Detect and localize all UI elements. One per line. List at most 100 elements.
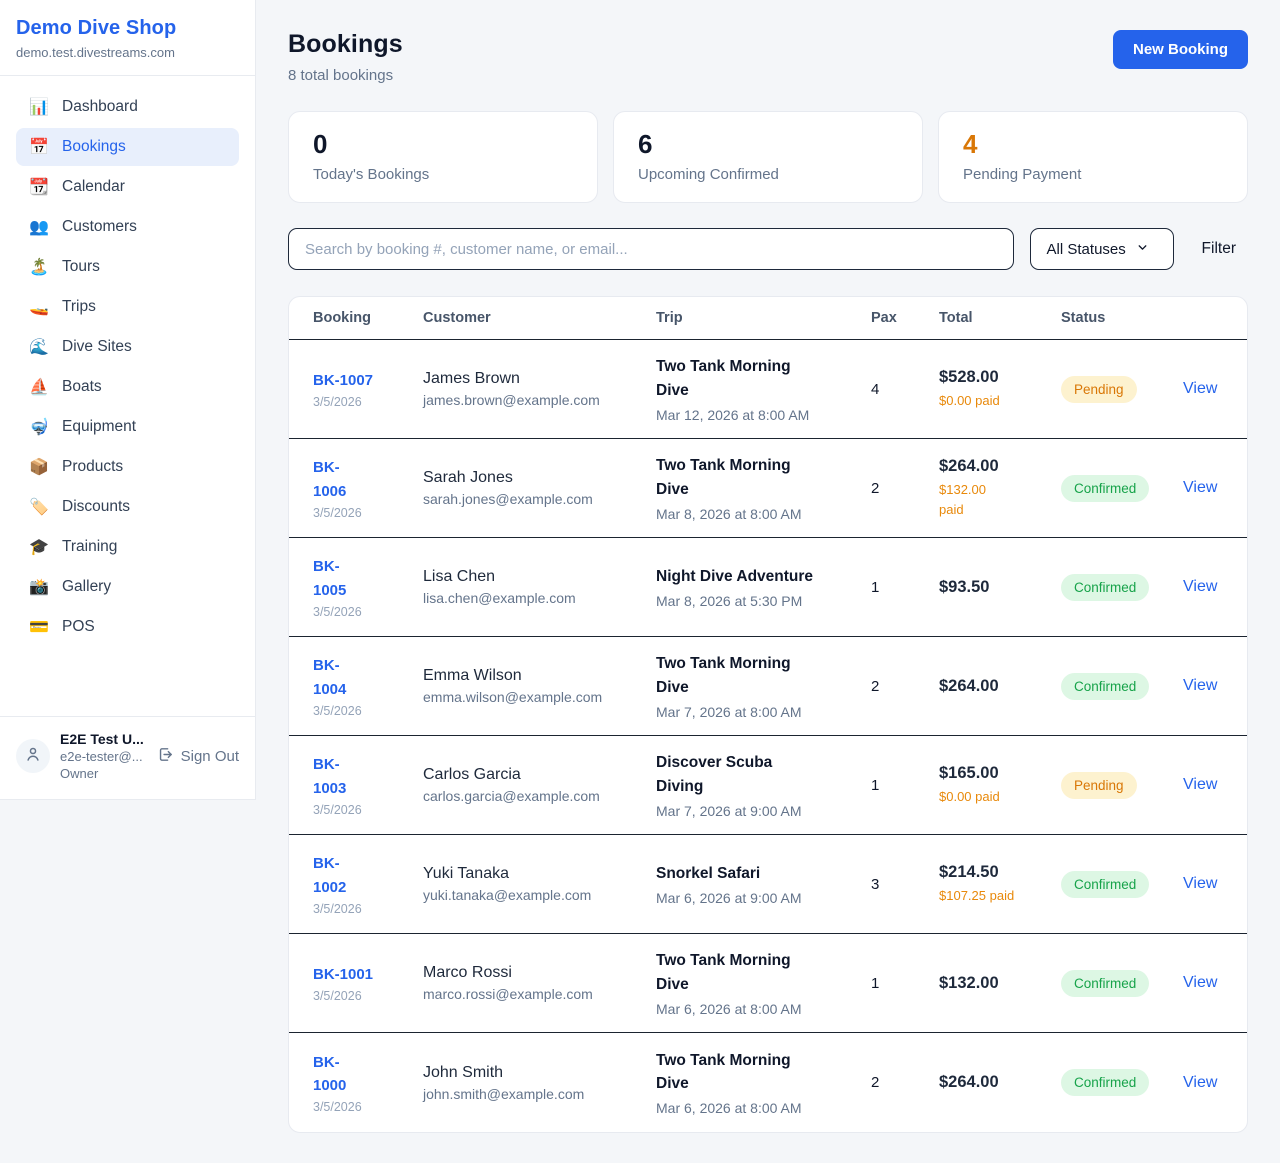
customer-cell: Sarah Jones sarah.jones@example.com <box>423 469 656 507</box>
total-amount: $132.00 <box>939 973 999 992</box>
sidebar-item-label: Boats <box>62 378 102 395</box>
actions-cell: View <box>1183 776 1223 794</box>
sidebar-item-equipment[interactable]: 🤿 Equipment <box>16 408 239 446</box>
sidebar-item-gallery[interactable]: 📸 Gallery <box>16 568 239 606</box>
view-link[interactable]: View <box>1183 479 1218 496</box>
trip-cell: Two Tank Morning Dive Mar 6, 2026 at 8:00… <box>656 1049 871 1117</box>
trip-datetime: Mar 8, 2026 at 5:30 PM <box>656 593 803 610</box>
booking-id-link[interactable]: BK-1001 <box>313 965 374 983</box>
logout-icon <box>157 746 174 767</box>
sign-out-button[interactable]: Sign Out <box>157 746 239 767</box>
sidebar-item-trips[interactable]: 🚤 Trips <box>16 288 239 326</box>
sidebar-item-label: Equipment <box>62 418 137 435</box>
view-link[interactable]: View <box>1183 1073 1218 1091</box>
trip-datetime: Mar 6, 2026 at 8:00 AM <box>656 1100 802 1117</box>
sidebar-item-discounts[interactable]: 🏷️ Discounts <box>16 488 239 526</box>
booking-date: 3/5/2026 <box>313 1100 362 1115</box>
sidebar-item-bookings[interactable]: 📅 Bookings <box>16 128 239 166</box>
main-content: Bookings 8 total bookings New Booking 0 … <box>256 0 1280 1163</box>
customer-cell: Lisa Chen lisa.chen@example.com <box>423 568 656 606</box>
booking-id-link[interactable]: BK- 1006 <box>313 459 347 500</box>
table-row: BK-1007 3/5/2026 James Brown james.brown@ex… <box>289 340 1247 439</box>
sidebar-item-tours[interactable]: 🏝️ Tours <box>16 248 239 286</box>
sidebar-item-training[interactable]: 🎓 Training <box>16 528 239 566</box>
stat-label: Upcoming Confirmed <box>638 166 779 183</box>
view-link[interactable]: View <box>1183 677 1218 694</box>
view-link[interactable]: View <box>1183 578 1218 595</box>
status-badge: Confirmed <box>1061 870 1150 898</box>
view-link[interactable]: View <box>1183 875 1218 892</box>
customer-email: james.brown@example.com <box>423 392 600 408</box>
tear-off-calendar-icon: 📆 <box>29 179 49 196</box>
sidebar-item-calendar[interactable]: 📆 Calendar <box>16 168 239 206</box>
trip-name: Two Tank Morning Dive <box>656 358 791 399</box>
filter-button[interactable]: Filter <box>1190 240 1248 258</box>
user-email: e2e-tester@... <box>60 749 143 764</box>
paid-amount: $0.00 paid <box>939 788 1000 804</box>
customer-name: Sarah Jones <box>423 469 513 486</box>
view-link[interactable]: View <box>1183 380 1218 397</box>
trip-cell: Two Tank Morning Dive Mar 6, 2026 at 8:00… <box>656 949 871 1017</box>
status-cell: Confirmed <box>1061 672 1183 700</box>
filter-row: All Statuses Filter <box>288 228 1248 270</box>
column-header-total: Total <box>939 310 973 326</box>
sidebar-item-boats[interactable]: ⛵ Boats <box>16 368 239 406</box>
trip-datetime: Mar 8, 2026 at 8:00 AM <box>656 505 802 522</box>
status-select[interactable]: All Statuses <box>1029 228 1174 270</box>
stat-value: 4 <box>963 129 978 159</box>
total-amount: $264.00 <box>939 457 999 475</box>
page-header-text: Bookings 8 total bookings <box>288 30 403 84</box>
sidebar-item-products[interactable]: 📦 Products <box>16 448 239 486</box>
sidebar-item-label: Customers <box>62 218 137 235</box>
sidebar-item-pos[interactable]: 💳 POS <box>16 608 239 646</box>
view-link[interactable]: View <box>1183 974 1218 991</box>
sidebar-item-dashboard[interactable]: 📊 Dashboard <box>16 88 239 126</box>
credit-card-icon: 💳 <box>29 619 49 636</box>
sidebar-item-dive-sites[interactable]: 🌊 Dive Sites <box>16 328 239 366</box>
trip-name: Two Tank Morning Dive <box>656 655 791 696</box>
column-header-customer: Customer <box>423 310 491 326</box>
view-link[interactable]: View <box>1183 776 1218 793</box>
sidebar-nav: 📊 Dashboard 📅 Bookings 📆 Calendar 👥 Customers 🏝️… <box>0 76 255 716</box>
trip-cell: Snorkel Safari Mar 6, 2026 at 9:00 AM <box>656 862 871 906</box>
table-row: BK- 1005 3/5/2026 Lisa Chen lisa.chen@examp… <box>289 538 1247 637</box>
trip-name: Night Dive Adventure <box>656 567 814 585</box>
booking-id-link[interactable]: BK- 1002 <box>313 855 347 896</box>
sidebar-item-label: Trips <box>62 298 96 315</box>
table-row: BK- 1004 3/5/2026 Emma Wilson emma.wilson@e… <box>289 637 1247 736</box>
customer-name: Yuki Tanaka <box>423 865 509 882</box>
actions-cell: View <box>1183 578 1223 596</box>
booking-id-link[interactable]: BK- 1005 <box>313 558 347 599</box>
pax-value: 1 <box>871 776 880 794</box>
total-cell: $264.00 <box>939 1073 1061 1092</box>
booking-date: 3/5/2026 <box>313 901 362 916</box>
total-cell: $214.50 $107.25 paid <box>939 863 1061 906</box>
user-role: Owner <box>60 766 99 781</box>
total-cell: $528.00 $0.00 paid <box>939 368 1061 411</box>
search-input[interactable] <box>288 228 1014 270</box>
booking-id-link[interactable]: BK- 1004 <box>313 657 347 698</box>
total-amount: $214.50 <box>939 862 999 881</box>
trip-name: Snorkel Safari <box>656 864 761 882</box>
new-booking-button[interactable]: New Booking <box>1112 30 1248 69</box>
customer-cell: John Smith john.smith@example.com <box>423 1064 656 1102</box>
booking-cell: BK- 1002 3/5/2026 <box>313 852 423 916</box>
stat-label: Today's Bookings <box>313 166 430 183</box>
booking-id-link[interactable]: BK-1007 <box>313 371 374 389</box>
booking-id-link[interactable]: BK- 1003 <box>313 756 347 797</box>
customer-name: Marco Rossi <box>423 964 512 981</box>
actions-cell: View <box>1183 974 1223 992</box>
status-cell: Confirmed <box>1061 870 1183 898</box>
sidebar-item-customers[interactable]: 👥 Customers <box>16 208 239 246</box>
stat-label: Pending Payment <box>963 166 1082 183</box>
booking-cell: BK- 1003 3/5/2026 <box>313 753 423 817</box>
booking-id-link[interactable]: BK- 1000 <box>313 1053 347 1094</box>
customer-name: Carlos Garcia <box>423 766 521 783</box>
trip-name: Two Tank Morning Dive <box>656 952 791 993</box>
sidebar-item-label: Gallery <box>62 578 112 595</box>
sidebar-item-label: Calendar <box>62 178 125 195</box>
customer-name: Lisa Chen <box>423 568 496 585</box>
people-icon: 👥 <box>29 219 49 236</box>
trip-name: Two Tank Morning Dive <box>656 1051 791 1092</box>
bar-chart-icon: 📊 <box>29 99 49 116</box>
